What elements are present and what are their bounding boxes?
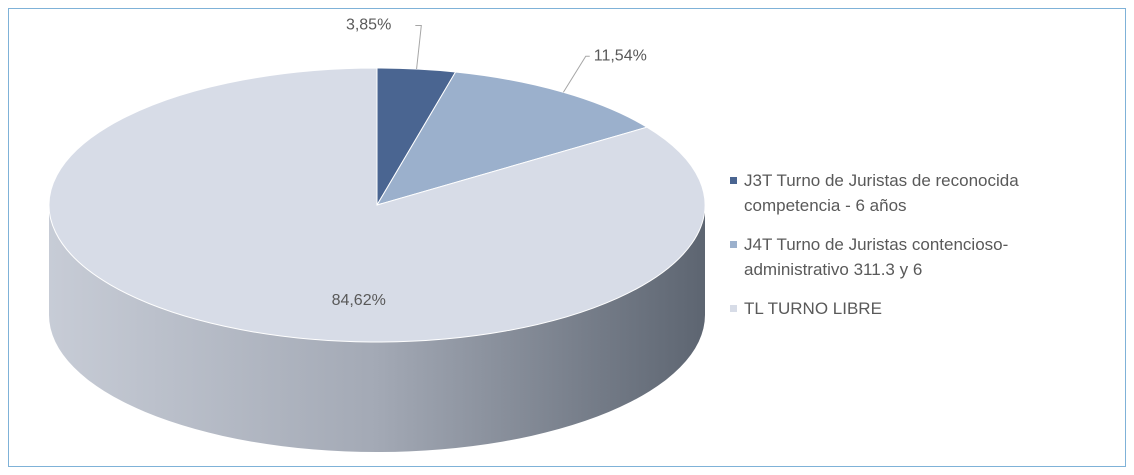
legend: J3T Turno de Juristas de reconocida comp…	[730, 168, 1060, 335]
legend-item: TL TURNO LIBRE	[730, 296, 1060, 321]
legend-item: J3T Turno de Juristas de reconocida comp…	[730, 168, 1060, 218]
legend-label: TL TURNO LIBRE	[744, 299, 882, 318]
pie-slice	[48, 67, 706, 343]
leader-line	[415, 24, 422, 70]
pie-side	[49, 205, 705, 452]
chart-border	[8, 8, 1126, 467]
data-label: 84,62%	[332, 292, 386, 309]
legend-swatch	[730, 177, 737, 184]
data-label: 3,85%	[346, 17, 391, 34]
data-label: 11,54%	[594, 47, 647, 64]
leader-line	[562, 55, 590, 93]
legend-swatch	[730, 241, 737, 248]
legend-swatch	[730, 305, 737, 312]
legend-label: J4T Turno de Juristas contencioso-admini…	[744, 235, 1009, 279]
legend-item: J4T Turno de Juristas contencioso-admini…	[730, 232, 1060, 282]
legend-label: J3T Turno de Juristas de reconocida comp…	[744, 171, 1019, 215]
